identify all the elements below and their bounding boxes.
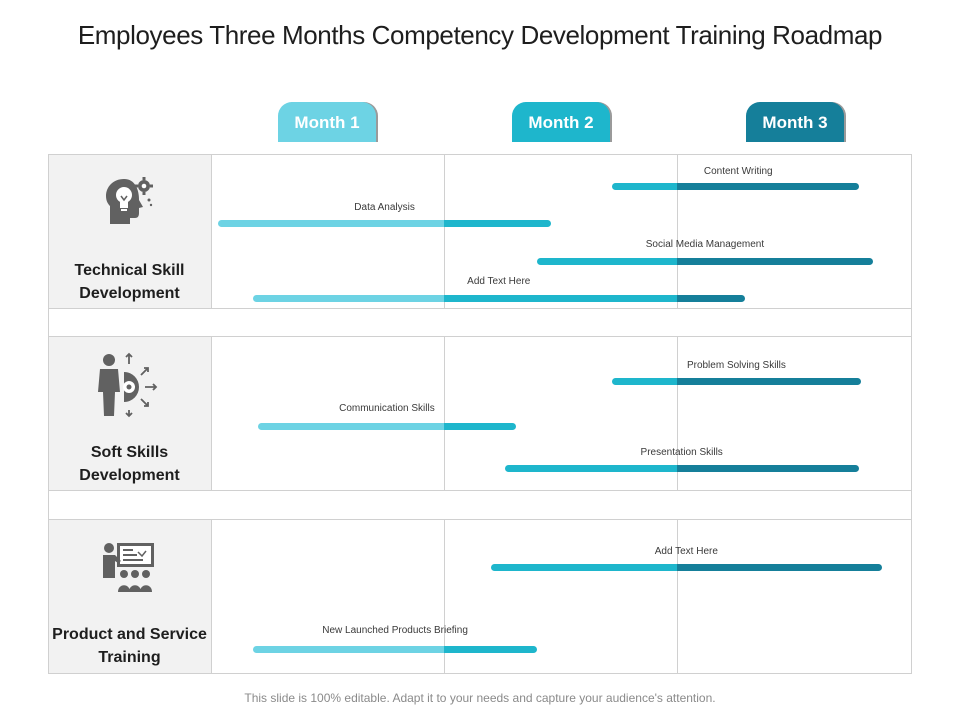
gantt-bar-label: Add Text Here bbox=[467, 276, 531, 287]
grid-line bbox=[677, 154, 678, 309]
gantt-bar-segment bbox=[444, 423, 517, 430]
grid-line bbox=[211, 154, 212, 309]
grid-line bbox=[911, 154, 912, 674]
grid-line bbox=[48, 336, 912, 337]
footer-note: This slide is 100% editable. Adapt it to… bbox=[244, 691, 716, 705]
gantt-bar-label: Social Media Management bbox=[645, 239, 765, 250]
gantt-bar-segment bbox=[504, 465, 677, 472]
gantt-bar-segment bbox=[257, 423, 444, 430]
grid-line bbox=[48, 308, 912, 309]
gantt-bar-segment bbox=[677, 378, 862, 385]
month-3-tab: Month 3 bbox=[746, 102, 844, 142]
grid-line bbox=[48, 490, 912, 491]
gantt-bar-segment bbox=[611, 183, 677, 190]
gantt-bar-segment bbox=[537, 258, 677, 265]
gantt-bar-segment bbox=[217, 220, 444, 227]
gantt-bar-segment bbox=[611, 378, 677, 385]
gantt-bar-label: Add Text Here bbox=[654, 546, 718, 557]
month-2-tab: Month 2 bbox=[512, 102, 610, 142]
gantt-bar-segment bbox=[677, 465, 859, 472]
gantt-bar-label: Data Analysis bbox=[354, 202, 415, 213]
gantt-bar-segment bbox=[677, 564, 883, 571]
page-title: Employees Three Months Competency Develo… bbox=[77, 20, 883, 50]
gantt-bar-label: Communication Skills bbox=[339, 403, 435, 414]
gantt-bar-segment bbox=[444, 295, 677, 302]
grid-line bbox=[48, 154, 49, 674]
gantt-bar-segment bbox=[444, 646, 538, 653]
grid-line bbox=[48, 519, 912, 520]
gantt-bar-segment bbox=[677, 295, 745, 302]
category-label-soft: Soft Skills Development bbox=[79, 444, 180, 484]
gantt-bar-segment bbox=[490, 564, 677, 571]
grid-line bbox=[444, 154, 445, 309]
gantt-bar-segment bbox=[677, 258, 873, 265]
grid-line bbox=[48, 154, 912, 155]
category-label-technical: Technical Skill Development bbox=[74, 262, 185, 302]
gantt-bar-label: Problem Solving Skills bbox=[686, 360, 786, 371]
category-label-product: Product and Service Training bbox=[52, 626, 207, 666]
grid-line bbox=[677, 519, 678, 674]
gantt-bar-label: Presentation Skills bbox=[640, 447, 723, 458]
grid-line bbox=[677, 336, 678, 491]
grid-line bbox=[48, 673, 912, 674]
gantt-bar-segment bbox=[252, 295, 444, 302]
grid-line bbox=[211, 336, 212, 491]
head-lightbulb-gear-icon bbox=[106, 177, 153, 224]
presenter-audience-icon bbox=[103, 543, 154, 592]
month-1-tab: Month 1 bbox=[278, 102, 376, 142]
person-target-arrows-icon bbox=[98, 352, 158, 418]
grid-line bbox=[444, 336, 445, 491]
gantt-bar-segment bbox=[677, 183, 859, 190]
gantt-bar-label: New Launched Products Briefing bbox=[322, 625, 468, 636]
grid-line bbox=[211, 519, 212, 674]
gantt-bar-label: Content Writing bbox=[703, 166, 773, 177]
gantt-bar-segment bbox=[444, 220, 552, 227]
gantt-bar-segment bbox=[252, 646, 444, 653]
grid-line bbox=[444, 519, 445, 674]
